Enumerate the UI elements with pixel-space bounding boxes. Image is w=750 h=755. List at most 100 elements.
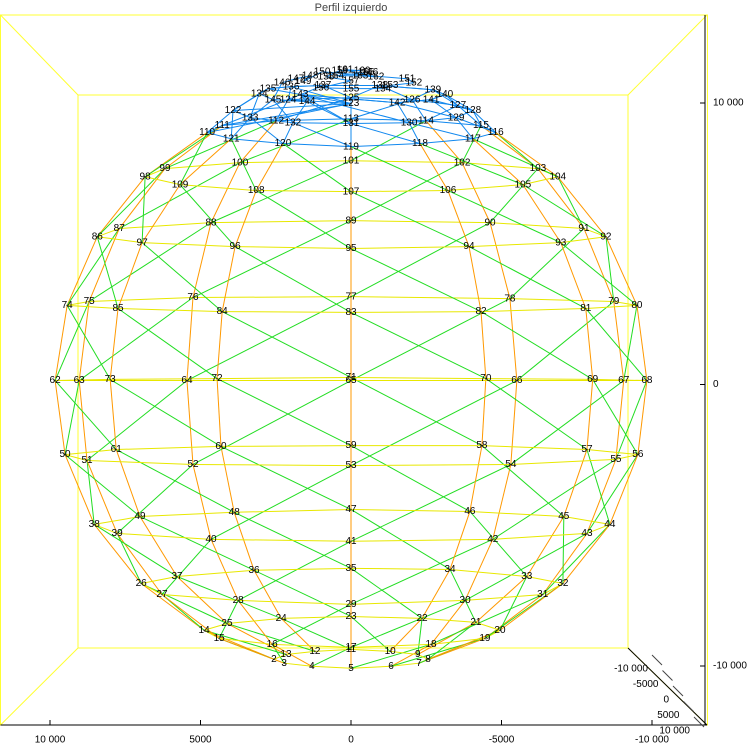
mesh-edge bbox=[139, 511, 235, 518]
mesh-edge bbox=[475, 576, 528, 623]
node bbox=[141, 241, 143, 244]
node bbox=[499, 629, 501, 632]
node bbox=[583, 227, 585, 230]
node-label: 80 bbox=[631, 300, 643, 311]
node bbox=[78, 379, 80, 382]
node bbox=[522, 183, 524, 186]
z-tick bbox=[683, 701, 694, 712]
mesh-edge bbox=[287, 85, 324, 101]
node-label: 114 bbox=[418, 115, 434, 126]
node-label: 78 bbox=[504, 293, 516, 304]
box-edge bbox=[627, 14, 708, 96]
node-label: 162 bbox=[368, 71, 385, 82]
x-tick-label: 0 bbox=[348, 735, 354, 746]
mesh-edge bbox=[299, 94, 308, 102]
mesh-edge bbox=[350, 118, 426, 122]
mesh-edge bbox=[586, 523, 611, 534]
mesh-edge bbox=[221, 311, 352, 378]
mesh-edge bbox=[322, 71, 408, 80]
node bbox=[258, 92, 260, 95]
mesh-edge bbox=[560, 236, 607, 244]
mesh-edge bbox=[176, 576, 282, 619]
node-label: 6 bbox=[388, 661, 394, 672]
node bbox=[350, 376, 352, 379]
mesh-edge bbox=[615, 380, 648, 460]
mesh-edge bbox=[350, 122, 410, 125]
mesh-edge bbox=[481, 378, 487, 446]
mesh-edge bbox=[542, 533, 588, 595]
node-label: 105 bbox=[515, 179, 532, 190]
mesh-edge bbox=[306, 101, 352, 124]
node bbox=[186, 379, 188, 382]
node-label: 122 bbox=[225, 105, 242, 116]
node-label: 155 bbox=[343, 83, 360, 94]
mesh-edge bbox=[560, 242, 638, 306]
node bbox=[556, 175, 559, 178]
node-label: 139 bbox=[425, 84, 442, 95]
node bbox=[475, 621, 477, 624]
mesh-edge bbox=[480, 311, 487, 379]
node bbox=[447, 189, 449, 192]
mesh-edge bbox=[140, 583, 228, 624]
node bbox=[584, 307, 587, 310]
mesh-edge bbox=[350, 538, 493, 542]
mesh-edge bbox=[176, 569, 255, 577]
mesh-edge bbox=[605, 236, 638, 306]
node bbox=[350, 295, 352, 298]
mesh-edge bbox=[350, 296, 510, 300]
mesh-edge bbox=[510, 458, 616, 465]
node bbox=[365, 71, 367, 74]
node-label: 123 bbox=[343, 98, 360, 109]
node bbox=[350, 615, 352, 618]
node bbox=[622, 379, 625, 382]
mesh-edge bbox=[615, 454, 638, 460]
mesh-edge bbox=[280, 617, 352, 650]
node bbox=[299, 93, 301, 96]
node-label: 165 bbox=[358, 67, 375, 78]
mesh-edge bbox=[461, 125, 482, 163]
mesh-edge bbox=[430, 99, 457, 119]
mesh-edge bbox=[586, 449, 611, 525]
node bbox=[210, 221, 212, 224]
node-label: 158 bbox=[318, 71, 335, 82]
x-tick-label: -10 000 bbox=[635, 735, 669, 746]
mesh-edge bbox=[142, 242, 236, 248]
node bbox=[350, 117, 352, 120]
mesh-edge bbox=[522, 184, 562, 243]
mesh-edge bbox=[54, 305, 68, 381]
mesh-edge bbox=[490, 222, 585, 230]
z-tick bbox=[662, 670, 673, 681]
mesh-edge bbox=[605, 236, 615, 302]
z-tick-label: 0 bbox=[663, 695, 669, 706]
node bbox=[267, 87, 269, 90]
mesh-edge bbox=[140, 583, 205, 631]
node-label: 56 bbox=[632, 449, 644, 460]
node-label: 87 bbox=[114, 223, 126, 234]
mesh-edge bbox=[179, 184, 257, 192]
node-label: 32 bbox=[557, 578, 569, 589]
mesh-edge bbox=[465, 594, 543, 601]
node-label: 68 bbox=[641, 375, 653, 386]
mesh-edge bbox=[563, 449, 588, 517]
node bbox=[369, 71, 371, 74]
mesh-edge bbox=[211, 538, 352, 542]
node bbox=[139, 515, 141, 518]
node bbox=[144, 175, 146, 178]
node-label: 157 bbox=[343, 75, 360, 86]
mesh-edge bbox=[335, 72, 367, 77]
mesh-edge bbox=[87, 460, 193, 465]
mesh-edge bbox=[176, 576, 228, 624]
node-label: 150 bbox=[314, 66, 331, 77]
mesh-edge bbox=[144, 168, 166, 178]
mesh-edge bbox=[350, 599, 466, 605]
node bbox=[432, 88, 434, 91]
mesh-edge bbox=[350, 99, 413, 120]
node-label: 31 bbox=[537, 589, 549, 600]
mesh-edge bbox=[444, 94, 459, 106]
mesh-edge bbox=[350, 445, 471, 512]
mesh-edge bbox=[406, 78, 415, 84]
mesh-edge bbox=[447, 190, 562, 244]
mesh-edge bbox=[226, 623, 316, 652]
node-label: 81 bbox=[580, 303, 592, 314]
node-label: 145 bbox=[265, 94, 282, 105]
